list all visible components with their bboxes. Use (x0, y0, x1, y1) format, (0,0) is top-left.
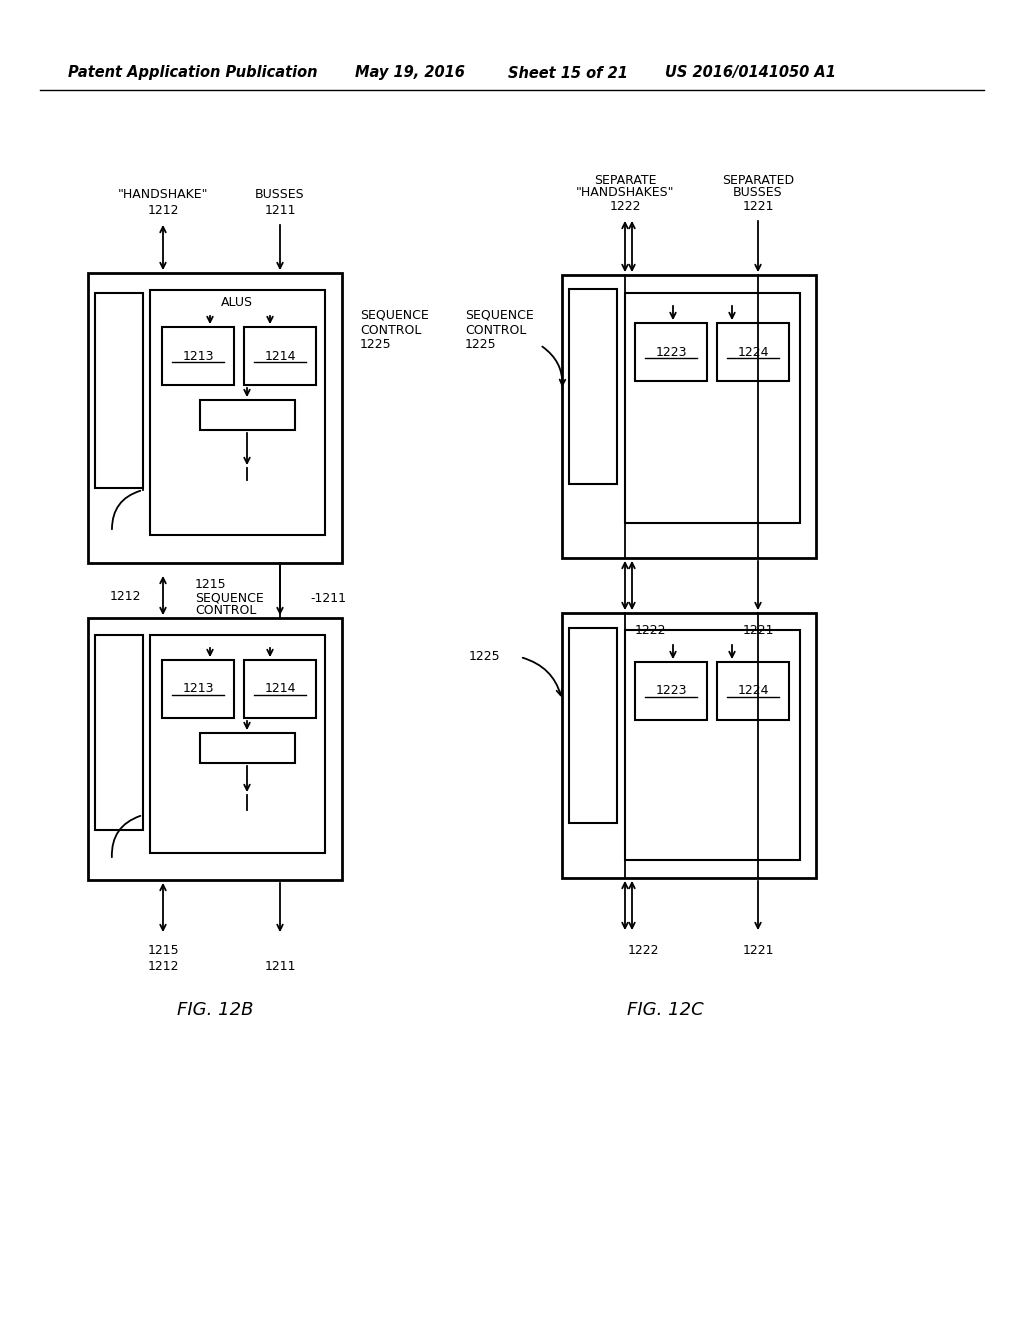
Bar (244, 327, 316, 385)
Bar (150, 290, 325, 535)
Text: 1215: 1215 (195, 578, 226, 591)
Bar (200, 733, 295, 763)
Bar (562, 275, 816, 558)
Bar (625, 630, 800, 861)
Bar (162, 327, 234, 385)
Text: ALUS: ALUS (221, 297, 253, 309)
Text: FIG. 12C: FIG. 12C (627, 1001, 703, 1019)
Text: FIG. 12B: FIG. 12B (177, 1001, 253, 1019)
Text: 1224: 1224 (737, 685, 769, 697)
Text: CONTROL: CONTROL (465, 323, 526, 337)
Text: 1223: 1223 (655, 346, 687, 359)
Text: 1225: 1225 (360, 338, 391, 351)
Text: Patent Application Publication: Patent Application Publication (68, 66, 317, 81)
Text: "HANDSHAKE": "HANDSHAKE" (118, 189, 208, 202)
Bar (88, 273, 342, 564)
Text: 1214: 1214 (264, 682, 296, 696)
Bar (717, 663, 790, 719)
Bar (625, 293, 800, 523)
Text: SEQUENCE: SEQUENCE (195, 591, 264, 605)
Text: 1212: 1212 (110, 590, 141, 602)
Text: 1222: 1222 (635, 623, 667, 636)
Text: 1212: 1212 (147, 961, 179, 974)
Bar (95, 635, 143, 830)
Bar (562, 612, 816, 878)
Bar (635, 323, 707, 381)
Text: CONTROL: CONTROL (195, 605, 256, 618)
Text: CONTROL: CONTROL (360, 323, 421, 337)
Text: 1225: 1225 (465, 338, 497, 351)
Text: 1213: 1213 (182, 350, 214, 363)
Bar (569, 289, 617, 484)
Text: "HANDSHAKES": "HANDSHAKES" (575, 186, 674, 199)
Text: Sheet 15 of 21: Sheet 15 of 21 (508, 66, 628, 81)
Text: 1225: 1225 (468, 651, 500, 664)
Text: 1211: 1211 (264, 203, 296, 216)
Text: BUSSES: BUSSES (255, 189, 305, 202)
Text: SEPARATE: SEPARATE (594, 173, 656, 186)
Text: 1221: 1221 (742, 623, 774, 636)
Bar (717, 323, 790, 381)
Bar (162, 660, 234, 718)
Text: SEPARATED: SEPARATED (722, 173, 794, 186)
Text: 1214: 1214 (264, 350, 296, 363)
Text: 1213: 1213 (182, 682, 214, 696)
Text: SEQUENCE: SEQUENCE (360, 309, 429, 322)
Text: 1212: 1212 (147, 203, 179, 216)
Text: 1215: 1215 (147, 944, 179, 957)
Bar (150, 635, 325, 853)
Bar (635, 663, 707, 719)
Text: BUSSES: BUSSES (733, 186, 782, 199)
Text: -1211: -1211 (310, 591, 346, 605)
Text: 1211: 1211 (264, 961, 296, 974)
Text: 1221: 1221 (742, 944, 774, 957)
Text: 1223: 1223 (655, 685, 687, 697)
Bar (95, 293, 143, 488)
Text: 1222: 1222 (609, 201, 641, 214)
Bar (200, 400, 295, 430)
Bar (569, 628, 617, 822)
Text: 1221: 1221 (742, 201, 774, 214)
Text: SEQUENCE: SEQUENCE (465, 309, 534, 322)
Text: US 2016/0141050 A1: US 2016/0141050 A1 (665, 66, 836, 81)
Bar (88, 618, 342, 880)
Text: 1222: 1222 (628, 944, 659, 957)
Text: May 19, 2016: May 19, 2016 (355, 66, 465, 81)
Text: 1224: 1224 (737, 346, 769, 359)
Bar (244, 660, 316, 718)
